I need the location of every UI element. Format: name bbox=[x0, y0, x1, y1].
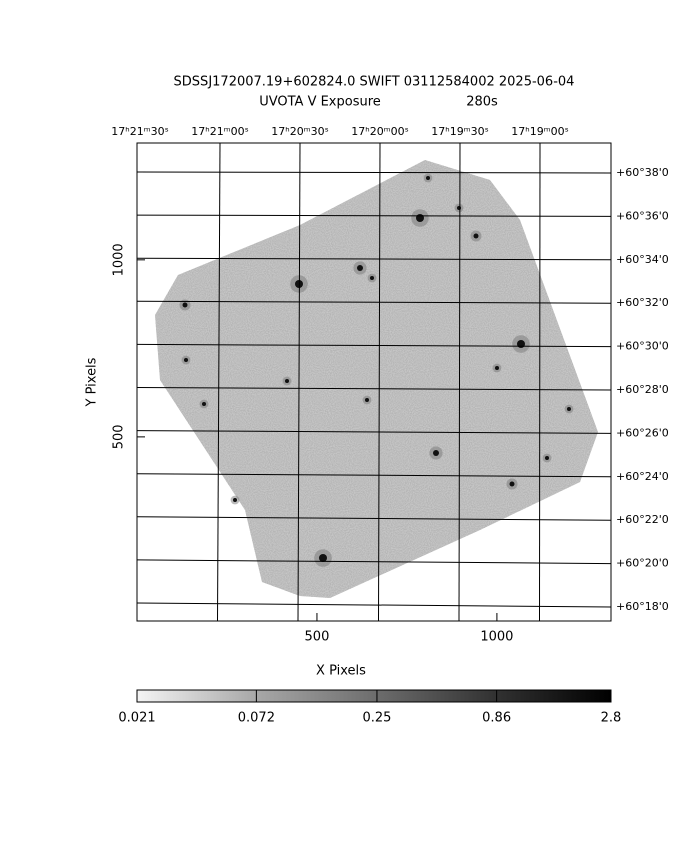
dec-label: +60°18'0 bbox=[616, 600, 669, 613]
dec-label: +60°28'0 bbox=[616, 383, 669, 396]
colorbar-tick-label: 0.25 bbox=[362, 711, 391, 726]
colorbar-tick-label: 2.8 bbox=[601, 711, 622, 726]
x-tick-label: 500 bbox=[305, 630, 330, 645]
star bbox=[473, 233, 479, 239]
dec-label: +60°22'0 bbox=[616, 513, 669, 526]
ra-grid-line bbox=[217, 142, 221, 622]
dec-label: +60°26'0 bbox=[616, 426, 669, 439]
star bbox=[233, 498, 237, 502]
star bbox=[285, 379, 289, 383]
ra-label: 17ʰ20ᵐ00ˢ bbox=[351, 125, 408, 138]
colorbar-tick-label: 0.021 bbox=[118, 711, 155, 726]
dec-grid-line bbox=[136, 473, 612, 478]
y-label: Y Pixels bbox=[85, 357, 100, 407]
star bbox=[202, 402, 206, 406]
ra-grid-line bbox=[458, 142, 461, 622]
star bbox=[357, 265, 363, 271]
dec-label: +60°32'0 bbox=[616, 296, 669, 309]
ra-label: 17ʰ20ᵐ30ˢ bbox=[271, 125, 328, 138]
star bbox=[567, 407, 571, 411]
title: SDSSJ172007.19+602824.0 SWIFT 0311258400… bbox=[174, 75, 575, 90]
dec-grid-line bbox=[136, 430, 612, 434]
dec-label: +60°38'0 bbox=[616, 166, 669, 179]
colorbar-tick-label: 0.072 bbox=[238, 711, 275, 726]
star bbox=[182, 302, 188, 308]
dec-grid-line bbox=[136, 171, 612, 174]
dec-label: +60°24'0 bbox=[616, 470, 669, 483]
exposure: 280s bbox=[466, 95, 498, 110]
dec-grid-line bbox=[136, 214, 612, 217]
subtitle: UVOTA V Exposure bbox=[259, 95, 381, 110]
y-tick-label: 500 bbox=[112, 424, 127, 449]
star bbox=[365, 398, 369, 402]
x-label: X Pixels bbox=[316, 664, 366, 679]
colorbar bbox=[136, 689, 612, 703]
star bbox=[509, 481, 515, 487]
dec-label: +60°20'0 bbox=[616, 557, 669, 570]
star bbox=[433, 450, 439, 456]
dec-grid-line bbox=[136, 300, 612, 304]
ra-label: 17ʰ21ᵐ30ˢ bbox=[111, 125, 168, 138]
star bbox=[426, 176, 430, 180]
ra-grid-line bbox=[378, 142, 381, 622]
ra-label: 17ʰ19ᵐ30ˢ bbox=[431, 125, 488, 138]
coord-grid bbox=[136, 142, 612, 622]
plot-frame bbox=[136, 142, 612, 622]
colorbar-tick-label: 0.86 bbox=[482, 711, 511, 726]
dec-grid-line bbox=[136, 516, 612, 521]
star bbox=[319, 554, 327, 562]
y-tick-label: 1000 bbox=[112, 243, 127, 276]
dec-label: +60°36'0 bbox=[616, 209, 669, 222]
star bbox=[416, 214, 424, 222]
star bbox=[545, 456, 549, 460]
dec-grid-line bbox=[136, 387, 612, 391]
star bbox=[517, 340, 525, 348]
star bbox=[457, 206, 461, 210]
x-tick-label: 1000 bbox=[480, 630, 513, 645]
star bbox=[495, 366, 499, 370]
star bbox=[370, 276, 374, 280]
dec-label: +60°34'0 bbox=[616, 253, 669, 266]
ra-grid-line bbox=[539, 142, 541, 622]
dec-grid-line bbox=[136, 602, 612, 608]
dec-grid-line bbox=[136, 257, 612, 261]
ra-label: 17ʰ21ᵐ00ˢ bbox=[191, 125, 248, 138]
star bbox=[184, 358, 188, 362]
dec-grid-line bbox=[136, 343, 612, 348]
dec-label: +60°30'0 bbox=[616, 340, 669, 353]
ra-grid-line bbox=[297, 142, 301, 622]
ra-label: 17ʰ19ᵐ00ˢ bbox=[511, 125, 568, 138]
dec-grid-line bbox=[136, 559, 612, 565]
